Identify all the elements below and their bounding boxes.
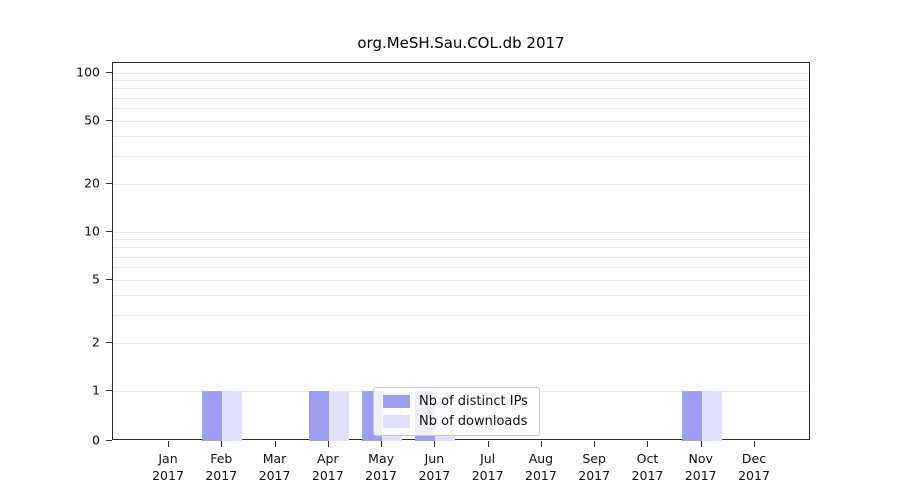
y-tick-mark	[106, 278, 112, 280]
y-tick-mark	[106, 231, 112, 232]
x-tick-mark	[221, 441, 223, 447]
y-tick-label-0: 0	[92, 432, 100, 448]
nb-of-distinct-ips-bar-nov	[681, 391, 702, 441]
gridline	[113, 184, 809, 186]
x-tick-mark	[487, 441, 489, 447]
nb-of-downloads-bar-apr	[328, 391, 349, 441]
gridline	[113, 80, 809, 82]
x-tick-mark	[647, 441, 649, 447]
y-tick-mark	[106, 342, 112, 344]
y-tick-mark	[106, 119, 112, 121]
y-tick-label-50: 50	[84, 112, 100, 128]
x-tick-mark	[381, 441, 383, 447]
x-tick-mark	[540, 441, 542, 447]
x-tick-mark	[594, 441, 596, 447]
x-tick-label-mar: Mar 2017	[258, 451, 291, 483]
x-tick-label-sep: Sep 2017	[578, 451, 611, 483]
legend-swatch-downloads	[383, 415, 410, 428]
x-tick-label-oct: Oct 2017	[631, 451, 664, 483]
y-tick-mark	[106, 440, 112, 441]
nb-of-downloads-bar-nov	[701, 391, 722, 441]
gridline	[113, 120, 809, 122]
gridline	[113, 73, 809, 74]
gridline	[113, 267, 809, 269]
y-tick-label-10: 10	[84, 223, 100, 239]
gridline	[113, 247, 809, 249]
gridline	[113, 232, 809, 233]
x-tick-mark	[754, 441, 755, 447]
x-tick-mark	[700, 441, 702, 447]
y-tick-label-2: 2	[92, 334, 100, 350]
x-tick-label-may: May 2017	[365, 451, 397, 483]
nb-of-distinct-ips-bar-apr	[308, 391, 329, 441]
y-tick-label-5: 5	[92, 271, 100, 287]
plot-area: Nb of distinct IPs Nb of downloads	[112, 62, 810, 441]
y-tick-mark	[106, 183, 112, 185]
gridline	[113, 136, 809, 138]
x-tick-label-aug: Aug 2017	[525, 451, 557, 483]
x-tick-mark	[168, 441, 169, 447]
gridline	[113, 256, 809, 258]
gridline	[113, 97, 809, 99]
gridline	[113, 239, 809, 241]
legend-item-downloads: Nb of downloads	[383, 414, 528, 429]
y-tick-mark	[106, 72, 112, 73]
nb-of-distinct-ips-bar-feb	[202, 391, 223, 441]
y-tick-mark	[106, 390, 112, 391]
legend: Nb of distinct IPs Nb of downloads	[373, 387, 540, 436]
x-tick-label-dec: Dec 2017	[738, 451, 770, 483]
y-tick-label-20: 20	[84, 175, 100, 191]
gridline	[113, 108, 809, 110]
gridline	[113, 88, 809, 90]
legend-item-distinct-ips: Nb of distinct IPs	[383, 394, 528, 409]
x-tick-label-jul: Jul 2017	[471, 451, 504, 483]
chart-title: org.MeSH.Sau.COL.db 2017	[357, 34, 565, 52]
x-tick-label-feb: Feb 2017	[205, 451, 238, 483]
x-tick-mark	[327, 441, 329, 447]
x-tick-label-apr: Apr 2017	[311, 451, 344, 483]
x-tick-label-nov: Nov 2017	[684, 451, 717, 483]
nb-of-downloads-bar-feb	[222, 391, 243, 441]
x-tick-mark	[274, 441, 276, 447]
x-tick-label-jun: Jun 2017	[418, 451, 451, 483]
x-tick-mark	[434, 441, 436, 447]
gridline	[113, 343, 809, 345]
x-tick-label-jan: Jan 2017	[152, 451, 184, 483]
gridline	[113, 156, 809, 158]
legend-label-downloads: Nb of downloads	[419, 414, 528, 429]
gridline	[113, 315, 809, 317]
gridline	[113, 279, 809, 281]
y-tick-label-100: 100	[76, 64, 100, 80]
legend-swatch-distinct-ips	[383, 395, 410, 408]
legend-label-distinct-ips: Nb of distinct IPs	[419, 394, 528, 409]
y-tick-label-1: 1	[92, 382, 100, 398]
gridline	[113, 295, 809, 297]
